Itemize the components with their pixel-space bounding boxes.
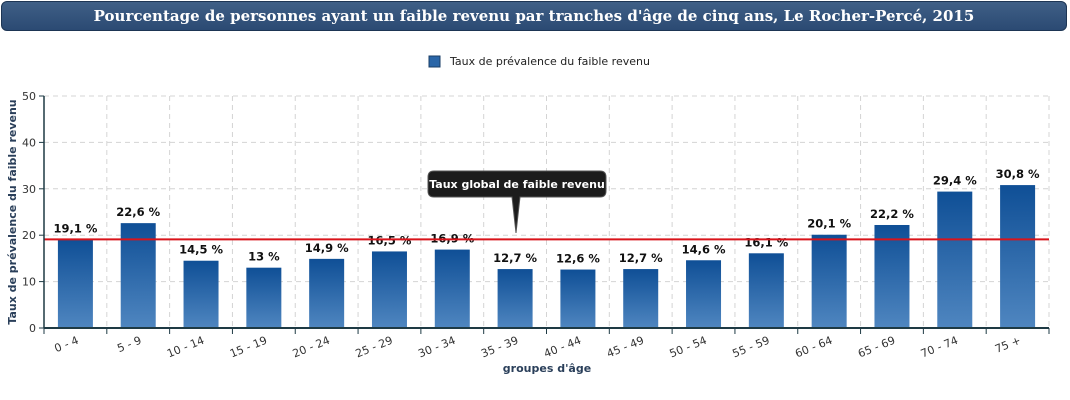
data-label: 22,2 % [870, 207, 914, 221]
x-tick-label: 75 + [993, 334, 1023, 356]
data-label: 14,5 % [179, 243, 223, 257]
y-axis-title: Taux de prévalence du faible revenu [6, 99, 19, 324]
x-axis-title: groupes d'âge [503, 362, 591, 375]
x-tick-label: 55 - 59 [730, 334, 771, 361]
data-label: 12,7 % [493, 251, 537, 265]
tooltip-bubble [427, 170, 607, 234]
x-tick-label: 10 - 14 [165, 334, 206, 361]
data-label: 13 % [248, 250, 280, 264]
bar [309, 258, 345, 328]
y-tick-label: 30 [22, 183, 36, 196]
data-label: 30,8 % [996, 167, 1040, 181]
y-tick-label: 20 [22, 229, 36, 242]
x-tick-label: 25 - 29 [354, 334, 395, 361]
data-label: 16,1 % [744, 235, 788, 249]
bar [1000, 185, 1036, 328]
y-tick-label: 50 [22, 90, 36, 103]
chart-title: Pourcentage de personnes ayant un faible… [93, 7, 975, 25]
x-tick-label: 50 - 54 [668, 334, 709, 361]
x-tick-label: 0 - 4 [53, 334, 81, 355]
data-label: 20,1 % [807, 217, 851, 231]
legend-swatch [428, 55, 441, 68]
x-tick-label: 40 - 44 [542, 334, 583, 361]
bars [57, 185, 1036, 328]
x-tick-label: 20 - 24 [291, 334, 332, 361]
bar [686, 260, 722, 328]
x-tick-label: 30 - 34 [416, 334, 457, 361]
bar [120, 223, 156, 328]
data-label: 14,9 % [305, 241, 349, 255]
bar [434, 249, 470, 328]
data-label: 29,4 % [933, 174, 977, 188]
y-tick-label: 10 [22, 276, 36, 289]
bar [57, 239, 93, 328]
x-tick-label: 45 - 49 [605, 334, 646, 361]
x-tick-label: 60 - 64 [793, 334, 834, 361]
legend[interactable]: Taux de prévalence du faible revenu [428, 55, 650, 68]
bar [623, 269, 659, 328]
y-tick-label: 40 [22, 136, 36, 149]
bar [371, 251, 407, 328]
bar [560, 269, 596, 328]
y-tick-label: 0 [29, 322, 36, 335]
chart-title-bar: Pourcentage de personnes ayant un faible… [1, 1, 1067, 31]
data-label: 12,6 % [556, 252, 600, 266]
x-tick-label: 65 - 69 [856, 334, 897, 361]
x-tick-label: 15 - 19 [228, 334, 269, 361]
data-labels: 19,1 %22,6 %14,5 %13 %14,9 %16,5 %16,9 %… [53, 167, 1040, 265]
x-tick-label: 5 - 9 [115, 334, 143, 355]
legend-label: Taux de prévalence du faible revenu [449, 55, 650, 68]
bar [874, 224, 910, 328]
reference-tooltip: Taux global de faible revenu [427, 170, 607, 234]
x-tick-label: 70 - 74 [919, 334, 960, 361]
bar [811, 234, 847, 328]
x-tick-label: 35 - 39 [479, 334, 520, 361]
data-label: 12,7 % [619, 251, 663, 265]
bar [748, 253, 784, 328]
bar [246, 267, 282, 328]
bar [937, 191, 973, 328]
bar [183, 260, 219, 328]
bar [497, 269, 533, 328]
tooltip-text: Taux global de faible revenu [429, 178, 605, 191]
data-label: 14,6 % [682, 242, 726, 256]
data-label: 22,6 % [116, 205, 160, 219]
data-label: 16,5 % [368, 233, 412, 247]
data-label: 19,1 % [53, 221, 97, 235]
